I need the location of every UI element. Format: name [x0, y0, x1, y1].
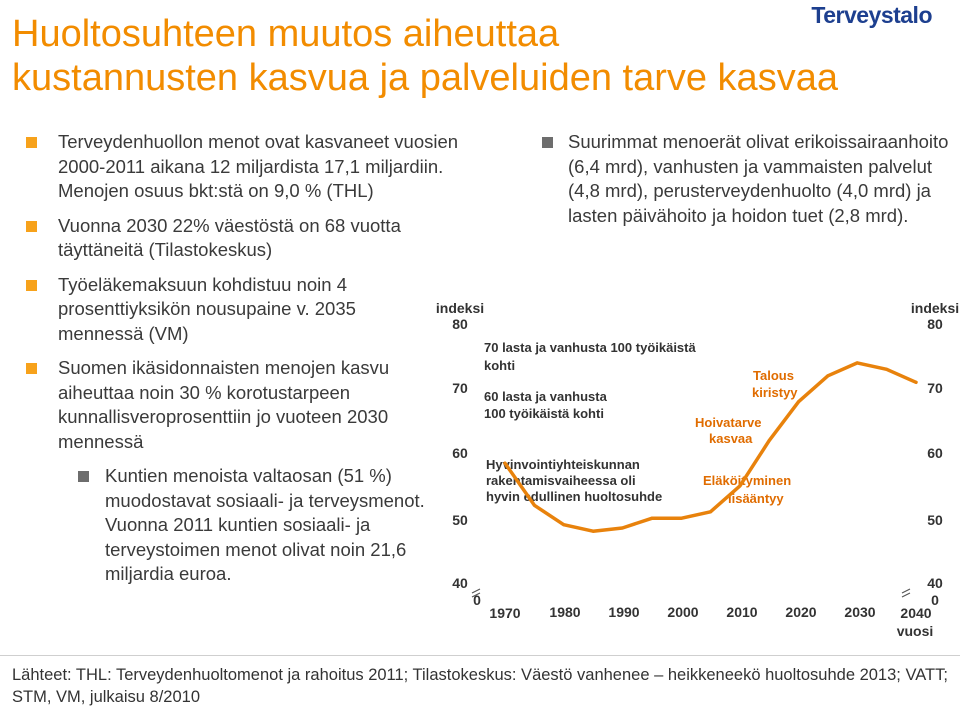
y-tick-right-50: 50	[927, 512, 943, 528]
bullet-text: Työeläkemaksuun kohdistuu noin 4 prosent…	[58, 273, 356, 344]
bullet-square-icon	[26, 363, 37, 374]
note-economy-line1: Talous	[753, 368, 794, 383]
y-tick-right-60: 60	[927, 445, 943, 461]
x-tick-1990: 1990	[608, 604, 639, 620]
bullet-text: Suomen ikäsidonnaisten menojen kasvu aih…	[58, 357, 390, 452]
legend-70-line1: 70 lasta ja vanhusta 100 työikäistä	[484, 340, 696, 355]
series-points	[503, 361, 918, 533]
note-welfare-line3: hyvin edullinen huoltosuhde	[486, 489, 662, 504]
title-line-2: kustannusten kasvua ja palveluiden tarve…	[12, 57, 838, 99]
data-point-2000	[679, 516, 683, 520]
axis-break-left	[471, 588, 481, 598]
source-footnote: Lähteet: THL: Terveydenhuoltomenot ja ra…	[12, 666, 948, 706]
note-care-line1: Hoivatarve	[695, 415, 761, 430]
bullet-square-icon	[26, 279, 37, 291]
axis-break-right	[901, 588, 911, 598]
data-point-1970	[503, 461, 507, 465]
title-line-1: Huoltosuhteen muutos aiheuttaa	[12, 13, 560, 55]
legend-60-line2: 100 työikäistä kohti	[484, 406, 604, 421]
y-tick-left-70: 70	[452, 380, 468, 396]
page-title: Huoltosuhteen muutos aiheuttaa kustannus…	[12, 12, 912, 100]
bullet-tax-increase: Suomen ikäsidonnaisten menojen kasvu aih…	[24, 356, 428, 454]
note-welfare-line1: Hyvinvointiyhteiskunnan	[486, 457, 640, 472]
y-tick-right-40: 40	[927, 575, 943, 591]
sub-bullet-municipal-costs: Kuntien menoista valtaosan (51 %) muodos…	[78, 464, 435, 587]
data-point-2040	[914, 380, 918, 384]
terveystalo-logo: Terveystalo	[811, 2, 932, 28]
y-tick-right-80: 80	[927, 316, 943, 332]
bullet-text: Vuonna 2030 22% väestöstä on 68 vuotta t…	[58, 214, 401, 261]
y-tick-left-50: 50	[452, 512, 468, 528]
x-tick-1980: 1980	[549, 604, 580, 620]
data-point-1975	[532, 503, 536, 507]
x-tick-2040: 2040	[900, 605, 931, 621]
data-point-2020	[797, 400, 801, 404]
y-tick-right-70: 70	[927, 380, 943, 396]
x-tick-1970: 1970	[489, 605, 520, 621]
note-economy-line2: kiristyy	[752, 385, 798, 400]
y-tick-left-40: 40	[452, 575, 468, 591]
x-tick-2020: 2020	[785, 604, 816, 620]
x-tick-2010: 2010	[726, 604, 757, 620]
x-axis-label: vuosi	[897, 623, 934, 639]
data-point-2015	[767, 439, 771, 443]
x-tick-2000: 2000	[667, 604, 698, 620]
y-tick-right-0: 0	[931, 592, 939, 608]
data-point-2035	[885, 367, 889, 371]
bullet-square-icon	[26, 220, 37, 232]
bullet-health-costs: Terveydenhuollon menot ovat kasvaneet vu…	[24, 130, 464, 204]
data-point-2005	[709, 510, 712, 514]
right-bullet-text: Suurimmat menoerät olivat erikoissairaan…	[568, 131, 949, 226]
legend-70-line2: kohti	[484, 358, 515, 373]
sub-bullet-text: Kuntien menoista valtaosan (51 %) muodos…	[105, 465, 425, 584]
bullet-text: Terveydenhuollon menot ovat kasvaneet vu…	[58, 131, 459, 201]
data-point-2010	[738, 484, 742, 488]
bullet-population-2030: Vuonna 2030 22% väestöstä on 68 vuotta t…	[24, 214, 464, 263]
y-axis-label-left: indeksi	[436, 300, 484, 316]
dependency-ratio-chart: indeksi indeksi vuosi 80 70 60 50 40 0 8…	[420, 300, 960, 650]
note-retirement-line2: lisääntyy	[728, 491, 784, 506]
data-point-2030	[855, 361, 859, 365]
bullet-pension-fee: Työeläkemaksuun kohdistuu noin 4 prosent…	[24, 273, 358, 347]
data-point-1990	[620, 526, 624, 530]
left-bullet-list: Terveydenhuollon menot ovat kasvaneet vu…	[24, 130, 464, 587]
bullet-square-icon	[542, 137, 553, 148]
data-point-2025	[826, 374, 830, 378]
note-retirement-line1: Eläköityminen	[703, 473, 791, 488]
y-tick-left-0: 0	[473, 592, 481, 608]
data-point-1985	[591, 529, 595, 533]
y-axis-label-right: indeksi	[911, 300, 959, 316]
footer-divider	[0, 655, 960, 656]
data-point-1995	[650, 516, 654, 520]
sub-bullet-square-icon	[78, 471, 89, 482]
data-point-1980	[562, 523, 566, 527]
y-tick-left-60: 60	[452, 445, 468, 461]
y-tick-left-80: 80	[452, 316, 468, 332]
note-welfare-line2: rakentamisvaiheessa oli	[486, 473, 636, 488]
x-tick-2030: 2030	[844, 604, 875, 620]
chart-svg: indeksi indeksi vuosi 80 70 60 50 40 0 8…	[436, 300, 959, 639]
bullet-square-icon	[26, 137, 37, 148]
chart-annotations: 70 lasta ja vanhusta 100 työikäistä koht…	[484, 340, 798, 506]
note-care-line2: kasvaa	[709, 431, 753, 446]
right-bullet: Suurimmat menoerät olivat erikoissairaan…	[542, 130, 960, 228]
legend-60-line1: 60 lasta ja vanhusta	[484, 389, 608, 404]
